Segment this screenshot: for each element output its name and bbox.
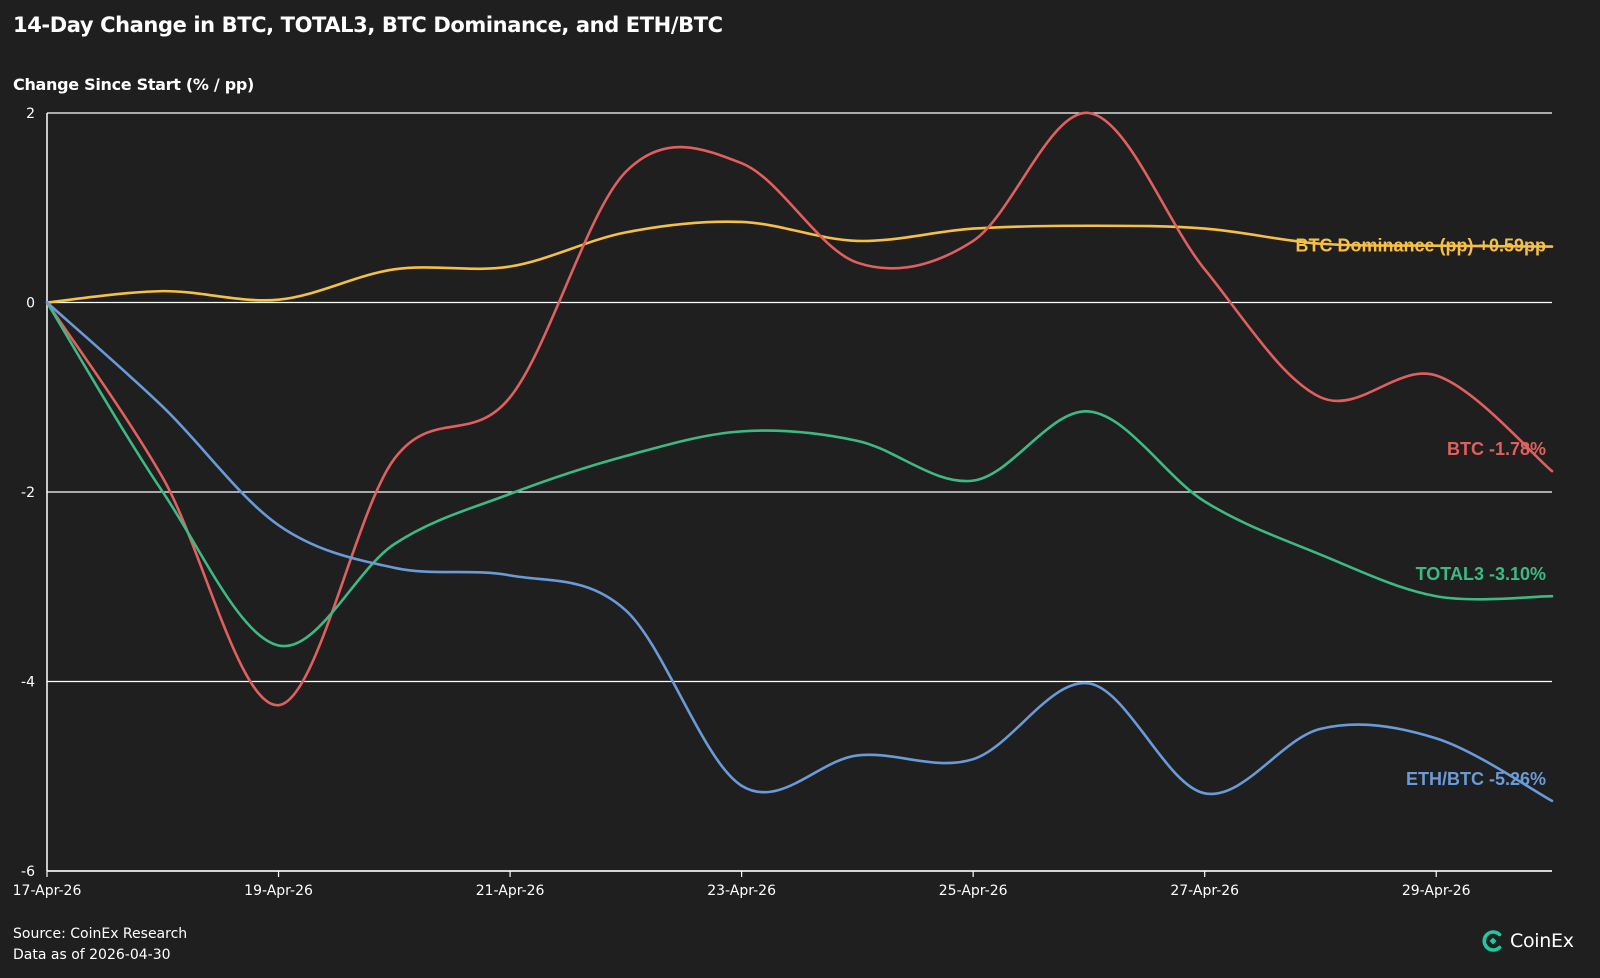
series-end-label-1: BTC -1.78% — [1447, 439, 1546, 459]
x-tick-label: 29-Apr-26 — [1402, 883, 1471, 899]
series-end-label-3: ETH/BTC -5.26% — [1406, 769, 1546, 789]
x-tick-label: 17-Apr-26 — [13, 883, 82, 899]
y-axis-label: Change Since Start (% / pp) — [13, 75, 255, 94]
y-tick-label: -4 — [21, 675, 35, 691]
series-line-0 — [45, 220, 1554, 304]
axis-layer: -6 -4 -2 0 2 17-Apr-26 19-Apr-26 21-Apr-26 23-Ap… — [13, 106, 1552, 899]
data-date-note: Data as of 2026-04-30 — [13, 947, 171, 963]
series-line-1 — [45, 111, 1554, 707]
series-line-3 — [45, 301, 1554, 803]
coinex-logo-icon — [1482, 930, 1502, 952]
y-tick-label: -2 — [21, 485, 35, 501]
x-tick-label: 25-Apr-26 — [939, 883, 1008, 899]
series-label-layer: BTC Dominance (pp) +0.59pp BTC -1.78% TOTA… — [1295, 236, 1546, 789]
series-line-2 — [45, 301, 1554, 648]
series-end-label-0: BTC Dominance (pp) +0.59pp — [1295, 236, 1546, 256]
grid-layer — [47, 112, 1552, 872]
x-tick-label: 23-Apr-26 — [707, 883, 776, 899]
series-layer — [45, 111, 1554, 803]
y-tick-label: 0 — [26, 296, 35, 312]
y-tick-label: -6 — [21, 864, 35, 880]
x-tick-label: 19-Apr-26 — [244, 883, 313, 899]
y-tick-label: 2 — [26, 106, 35, 122]
x-tick-label: 27-Apr-26 — [1170, 883, 1239, 899]
brand-name: CoinEx — [1510, 930, 1574, 952]
brand-logo: CoinEx — [1480, 928, 1574, 954]
chart-title: 14-Day Change in BTC, TOTAL3, BTC Domina… — [13, 13, 723, 37]
x-tick-label: 21-Apr-26 — [476, 883, 545, 899]
chart-footer: Source: CoinEx Research Data as of 2026-… — [13, 924, 187, 966]
series-end-label-2: TOTAL3 -3.10% — [1416, 564, 1546, 584]
source-note: Source: CoinEx Research — [13, 926, 188, 942]
